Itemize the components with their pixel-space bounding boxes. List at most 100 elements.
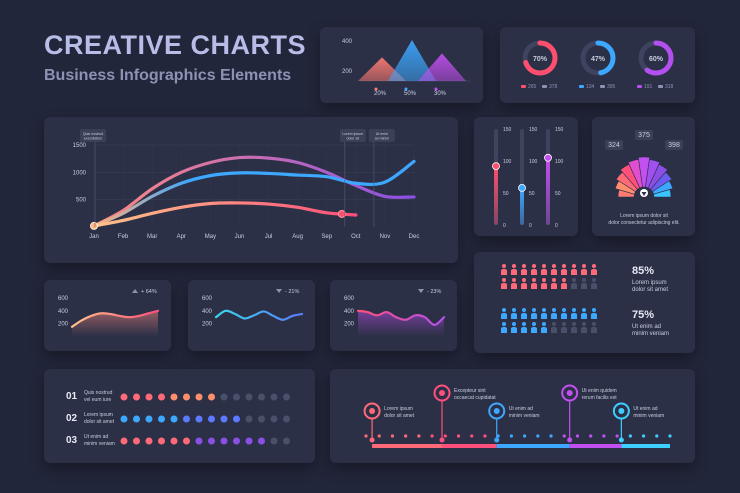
timeline-node [494,437,500,443]
timeline-node [439,437,445,443]
change-label: - 21% [285,289,299,295]
progress-dot [233,393,240,401]
series-line [214,309,304,321]
timeline-caption: Excepteur sint [454,388,486,394]
person-icon [542,278,546,282]
triangle-chart: 400 200 20% 50% 30% [342,39,470,97]
person-body [521,268,527,275]
person-icon [592,322,596,326]
person-body [551,282,557,289]
fan-segment [650,171,673,193]
row-number: 01 [66,391,78,402]
person-icon [572,278,576,282]
legend-value: 378 [549,84,558,90]
person-icon [542,322,546,326]
person-body [541,326,547,333]
percent-label: 50% [404,91,417,97]
person-icon [582,322,586,326]
person-icon [512,308,516,312]
person-icon [562,264,566,268]
slider-tick-label: 50 [555,191,561,197]
progress-dot [258,393,265,401]
money-icon [493,408,500,414]
person-body [581,282,587,289]
x-tick-label: May [205,234,216,240]
timeline-node [567,437,573,443]
person-body [551,312,557,319]
person-icon [572,322,576,326]
series-line [70,309,160,328]
timeline-caption: minim veniam [509,413,540,419]
person-icon [542,308,546,312]
person-body [581,326,587,333]
y-tick-label: 200 [344,322,355,328]
line-series-1 [92,155,416,228]
up-arrow-icon [132,289,138,293]
person-body [541,282,547,289]
slider-tick-label: 100 [529,159,538,165]
progress-dot [195,393,203,401]
fan-segment [637,156,651,188]
slider-tick-label: 0 [555,223,558,229]
progress-dot [283,415,290,423]
timeline-dot [443,434,447,438]
progress-dot [270,393,278,401]
progress-dot [258,437,265,445]
person-icon [502,322,506,326]
person-body [591,312,597,319]
annotation-text: Ut enim [376,132,388,136]
person-body [511,268,517,275]
x-tick-label: Nov [380,234,391,240]
legend-value: 265 [528,84,537,90]
progress-dot [195,437,203,445]
fan-caption: Lorem ipsum dolor sit [620,213,668,219]
timeline-segment [496,444,570,448]
people-percent: 75% [632,309,654,321]
slider-fill-3 [546,157,550,225]
fan-segment [647,163,669,190]
person-body [511,282,517,289]
person-icon [522,322,526,326]
progress-dot [170,437,178,445]
y-tick-label: 400 [344,309,355,315]
progress-dot [183,393,190,401]
legend-swatch [542,85,547,88]
slider-tick-label: 0 [529,223,532,229]
person-body [561,268,567,275]
legend-value: 395 [607,84,616,90]
x-tick-label: Jan [89,234,99,240]
person-body [581,312,587,319]
timeline-card: Lorem ipsum dolor sit amet Excepteur sint o… [330,369,695,463]
person-body [521,326,527,333]
x-tick-label: Sep [321,234,332,240]
timeline-dot [377,434,381,438]
person-body [531,282,537,289]
person-icon [552,264,556,268]
down-arrow-icon [641,192,647,196]
row-caption: Ut enim ad [84,434,108,440]
timeline-segment [372,444,442,448]
person-icon [512,278,516,282]
slider-tick-label: 50 [503,191,509,197]
people-caption: dolor sit amet [632,287,668,293]
person-body [571,312,577,319]
progress-dot [208,393,215,401]
mini-chart-card-2: 600 400 200 - 21% [188,280,315,351]
person-icon [552,278,556,282]
timeline-dot [456,434,461,438]
progress-dot [283,437,290,445]
people-caption: minim veniam [632,331,669,337]
series-line [356,309,446,326]
legend-value: 318 [665,84,674,90]
percent-label: 30% [434,91,447,97]
timeline-caption: occaecat cupidatat [454,395,496,401]
person-body [531,326,537,333]
y-tick-label: 200 [202,322,213,328]
person-icon [512,264,516,268]
person-body [501,268,507,275]
person-icon [532,264,536,268]
person-body [591,326,597,333]
x-tick-label: Dec [409,234,420,240]
change-label: - 23% [427,289,441,295]
